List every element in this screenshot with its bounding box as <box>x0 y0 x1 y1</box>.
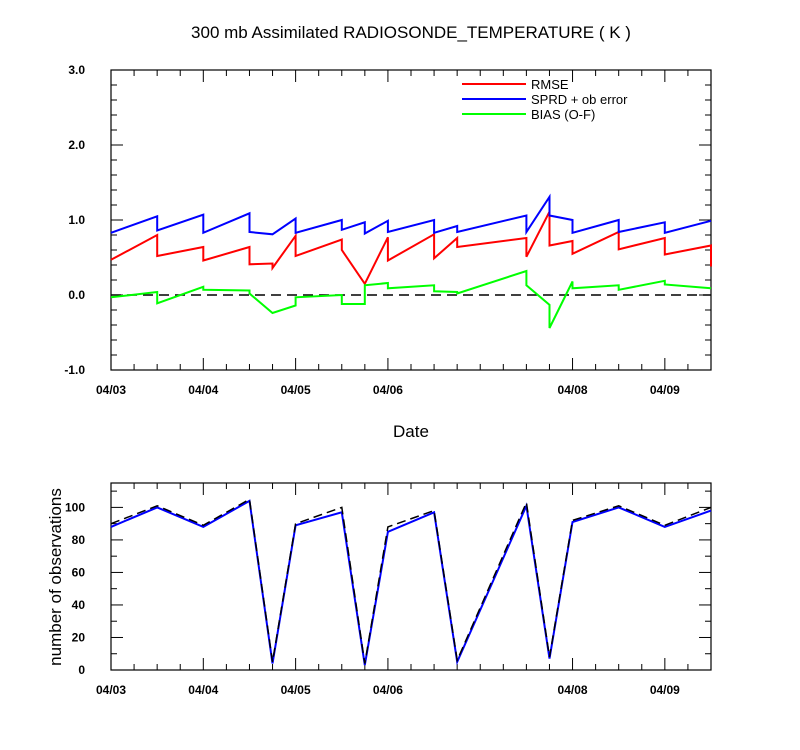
top-x-tick-label: 04/05 <box>281 383 311 397</box>
bottom-y-tick-label: 40 <box>72 598 86 612</box>
bottom-x-tick-label: 04/05 <box>281 683 311 697</box>
top-series-line-sprd-ob-error <box>110 193 712 236</box>
bottom-x-tick-label: 04/08 <box>558 683 588 697</box>
top-x-axis-label: Date <box>393 422 429 441</box>
legend-label: BIAS (O-F) <box>531 107 595 122</box>
bottom-y-tick-label: 80 <box>72 533 86 547</box>
bottom-series-line-obs-total <box>110 498 712 664</box>
bottom-plot-frame <box>110 482 712 671</box>
legend-label: RMSE <box>531 77 569 92</box>
top-y-tick-label: 3.0 <box>68 63 85 77</box>
top-y-tick-label: 0.0 <box>68 288 85 302</box>
top-y-tick-label: 2.0 <box>68 138 85 152</box>
bottom-x-tick-label: 04/03 <box>96 683 126 697</box>
top-x-tick-label: 04/06 <box>373 383 403 397</box>
top-y-tick-label: 1.0 <box>68 213 85 227</box>
top-series-line-bias-o-f- <box>110 269 712 329</box>
bottom-y-tick-label: 100 <box>65 500 85 514</box>
bottom-y-tick-label: 60 <box>72 565 86 579</box>
top-plot-frame <box>110 69 712 371</box>
bottom-y-tick-label: 20 <box>72 630 86 644</box>
chart-title: 300 mb Assimilated RADIOSONDE_TEMPERATUR… <box>191 23 631 42</box>
top-y-tick-label: -1.0 <box>64 363 85 377</box>
top-x-tick-label: 04/08 <box>558 383 588 397</box>
top-x-tick-label: 04/09 <box>650 383 680 397</box>
top-series-line-rmse <box>110 211 712 286</box>
top-x-tick-label: 04/03 <box>96 383 126 397</box>
bottom-x-tick-label: 04/06 <box>373 683 403 697</box>
bottom-x-tick-label: 04/04 <box>188 683 218 697</box>
bottom-chart-panel: 04/03 04/04 04/05 04/06 04/08 04/09 0 20 40 60 80 1… <box>65 482 712 697</box>
top-x-tick-label: 04/04 <box>188 383 218 397</box>
top-chart-panel: 04/03 04/04 04/05 04/06 04/08 04/09 -1.0 0.0 1.0… <box>64 63 712 397</box>
bottom-x-tick-label: 04/09 <box>650 683 680 697</box>
legend-label: SPRD + ob error <box>531 92 628 107</box>
bottom-y-tick-label: 0 <box>78 663 85 677</box>
bottom-series-line-obs-used <box>110 499 712 666</box>
bottom-y-axis-label: number of observations <box>46 488 65 666</box>
